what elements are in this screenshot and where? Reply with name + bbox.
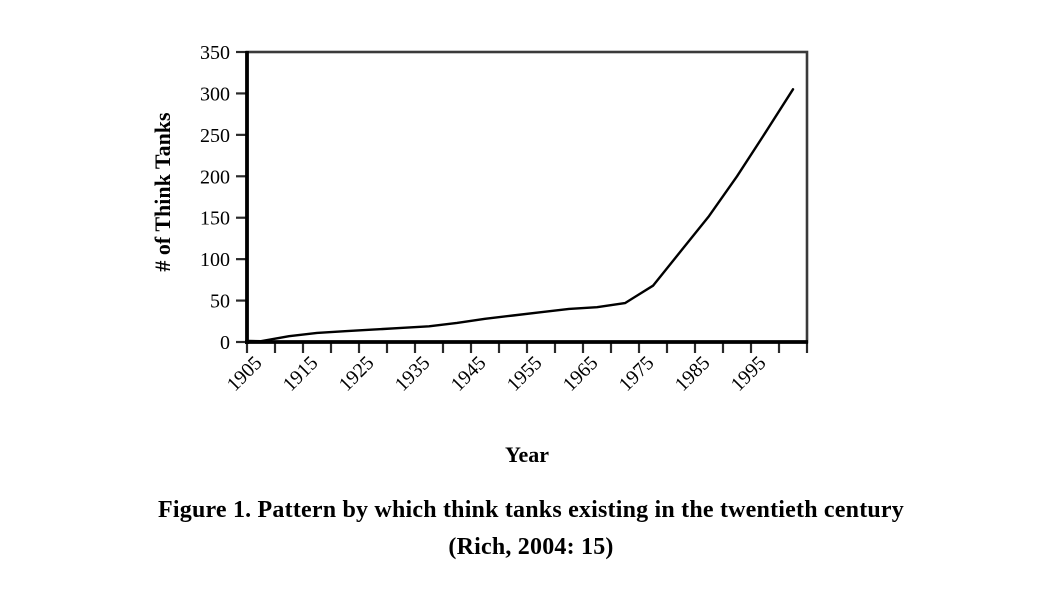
figure-caption: Figure 1. Pattern by which think tanks e… xyxy=(0,492,1062,566)
figure-caption-line1: Figure 1. Pattern by which think tanks e… xyxy=(158,497,904,523)
x-tick-label: 1935 xyxy=(391,352,435,396)
figure-caption-line2: (Rich, 2004: 15) xyxy=(448,534,614,560)
x-tick-label: 1905 xyxy=(223,352,267,396)
think-tanks-series-line xyxy=(247,88,795,343)
x-tick-label: 1985 xyxy=(671,352,715,396)
y-tick-label: 100 xyxy=(200,249,230,271)
y-tick-label: 0 xyxy=(220,332,230,354)
y-tick-label: 250 xyxy=(200,125,230,147)
x-axis-title: Year xyxy=(505,442,549,467)
y-tick-label: 300 xyxy=(200,83,230,105)
chart-canvas: 0 50 100 150 200 250 300 350 1905 1915 1925 1935 194… xyxy=(200,42,809,396)
y-tick-label: 200 xyxy=(200,166,230,188)
x-tick-label: 1995 xyxy=(727,352,771,396)
x-tick-label: 1915 xyxy=(279,352,323,396)
y-axis-title: # of Think Tanks xyxy=(150,112,175,272)
x-tick-label: 1975 xyxy=(615,352,659,396)
think-tank-line-chart: 0 50 100 150 200 250 300 350 1905 1915 1925 1935 194… xyxy=(150,42,809,467)
x-tick-label: 1955 xyxy=(503,352,547,396)
y-tick-label: 50 xyxy=(210,291,230,313)
y-tick-label: 350 xyxy=(200,42,230,64)
x-tick-label: 1965 xyxy=(559,352,603,396)
x-tick-label: 1945 xyxy=(447,352,491,396)
x-tick-label: 1925 xyxy=(335,352,379,396)
y-tick-label: 150 xyxy=(200,208,230,230)
